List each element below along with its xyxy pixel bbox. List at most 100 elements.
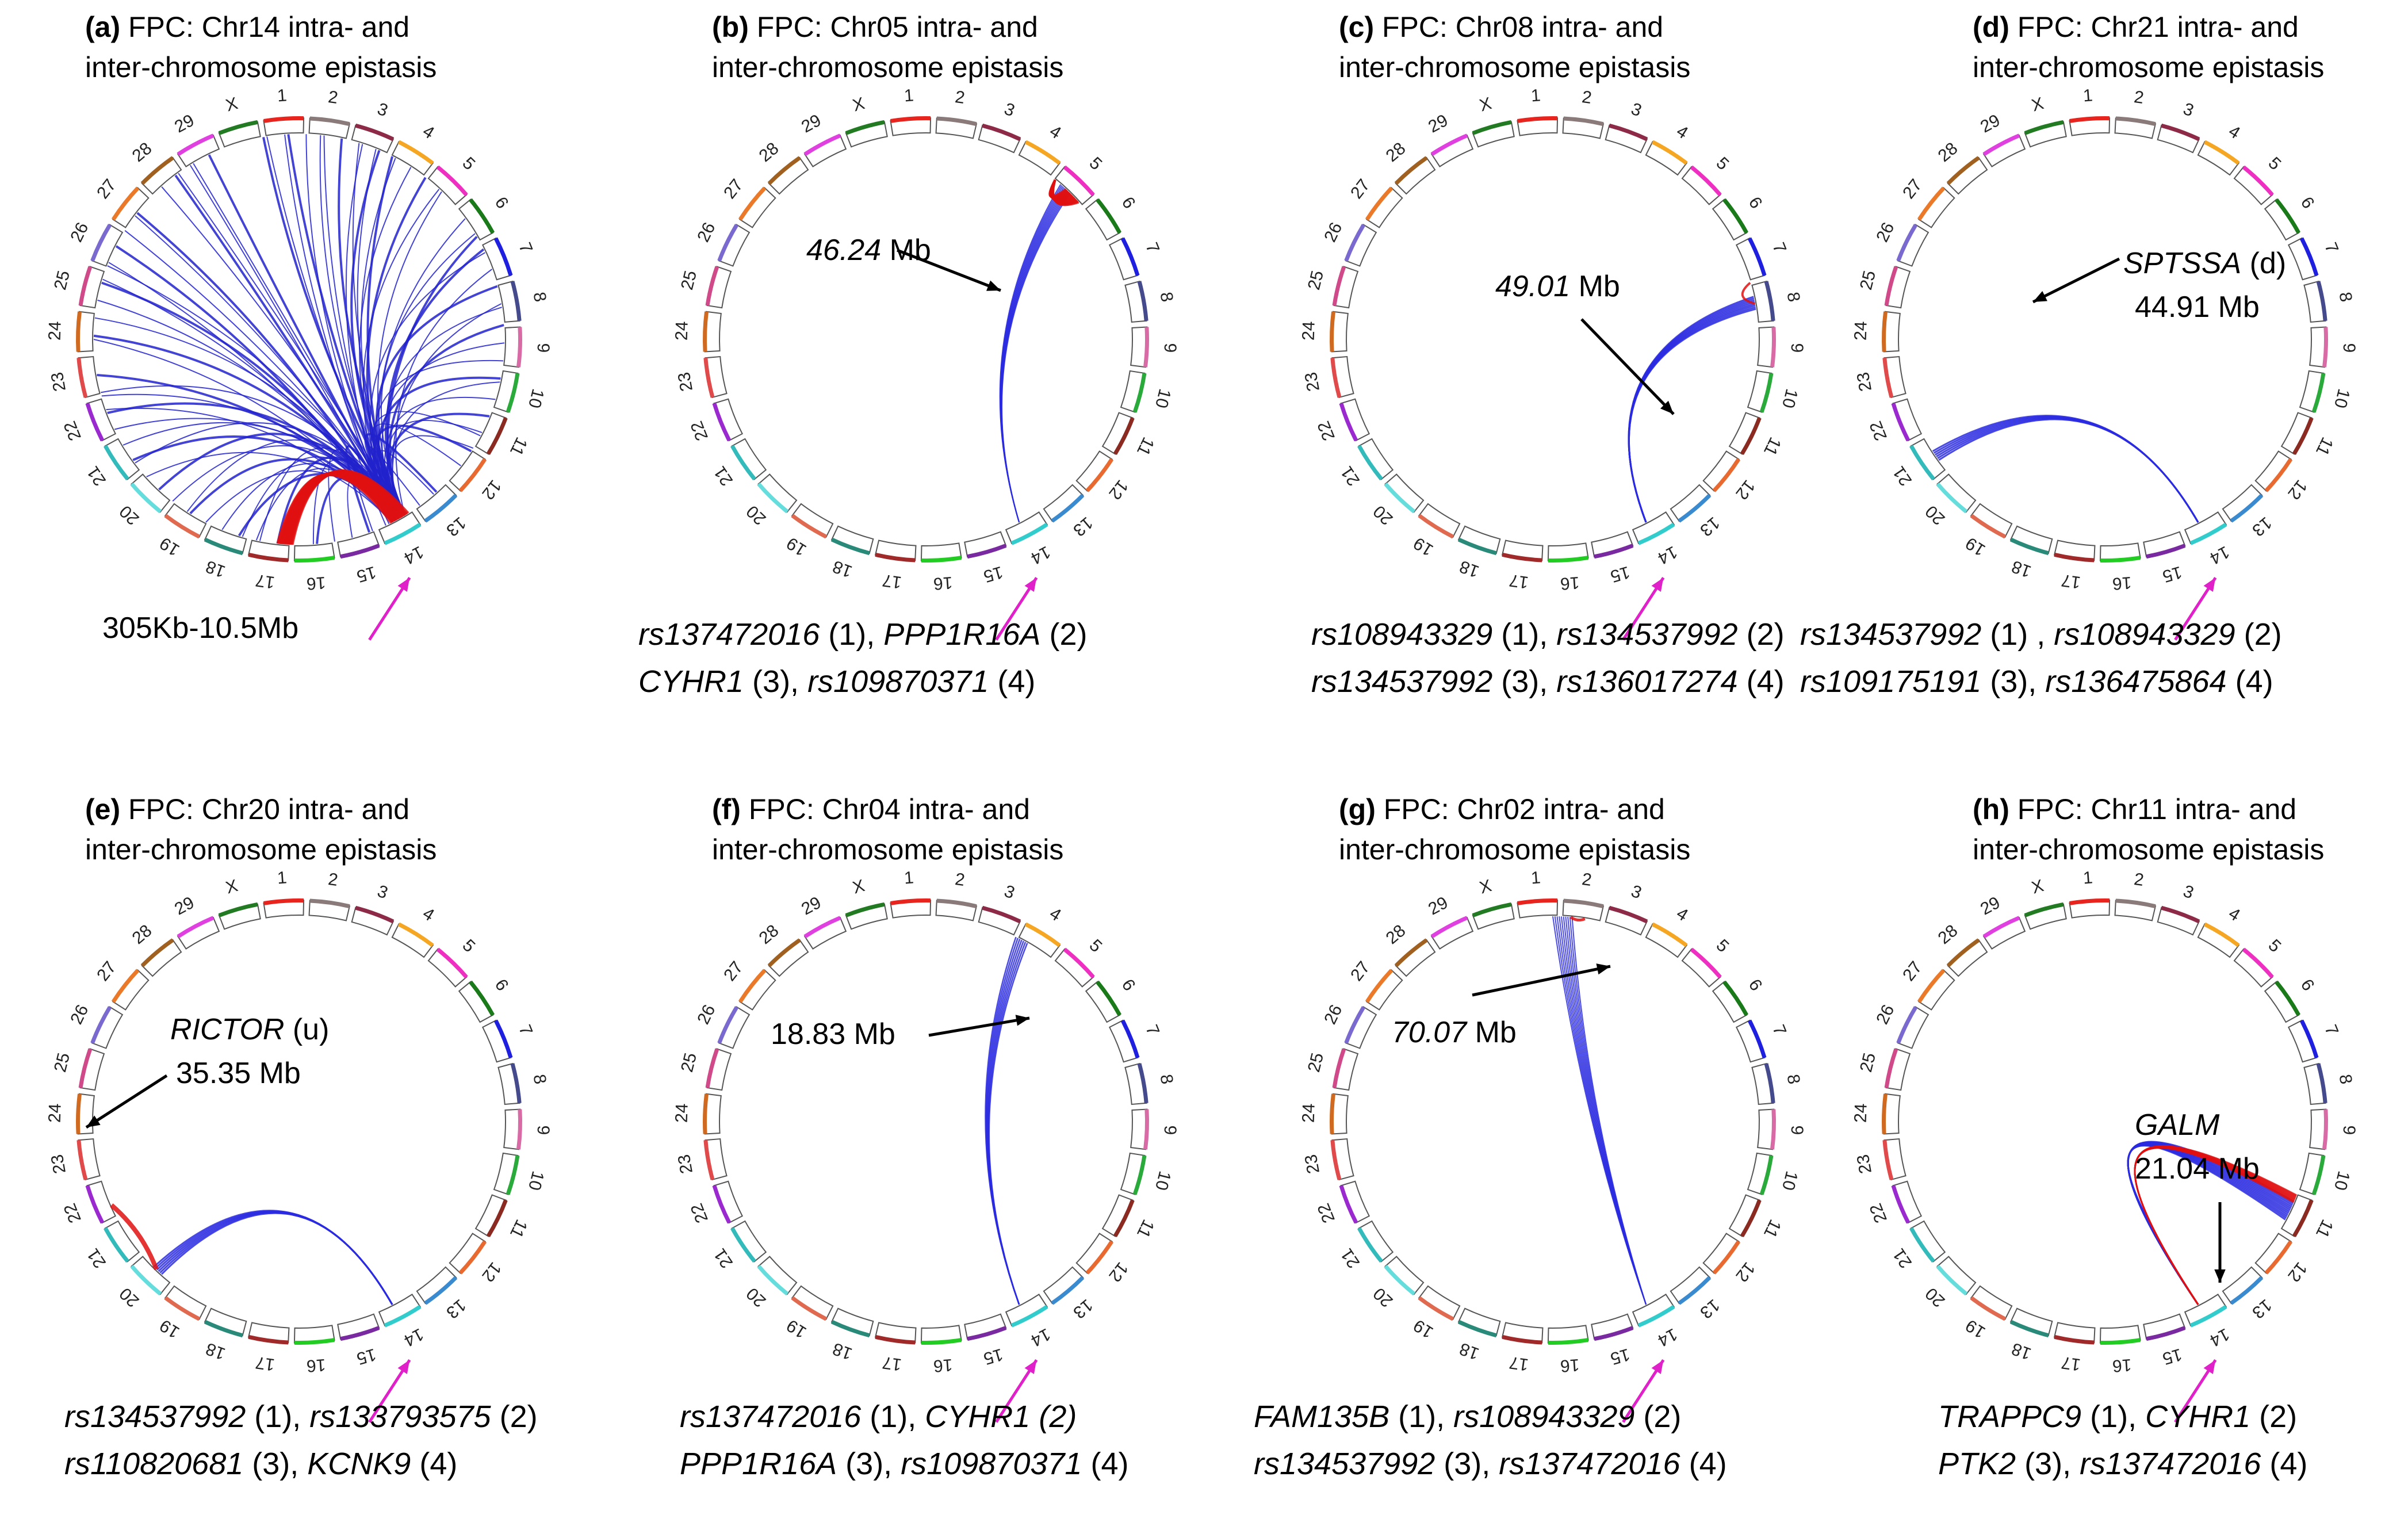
chromosome-band	[1010, 522, 1048, 545]
chromosome-band	[493, 1019, 513, 1058]
chromosome-band	[248, 1334, 289, 1345]
chromosome-band	[1384, 1264, 1416, 1296]
epistasis-link	[146, 452, 393, 523]
chromosome-label: 22	[1866, 418, 1891, 443]
chromosome-label: 13	[2249, 513, 2276, 540]
chromosome-band	[1394, 938, 1428, 967]
chromosome-band	[103, 445, 129, 481]
chromosome-label: 6	[491, 193, 512, 212]
chromosome-band	[890, 898, 931, 905]
chromosome-band	[1472, 902, 1512, 917]
chromosome-label: 21	[83, 1245, 110, 1271]
chromosome-label: X	[851, 94, 867, 115]
chromosome-label: 21	[83, 462, 110, 489]
pointer-arrow	[897, 248, 1001, 292]
chromosome-label: 8	[529, 290, 549, 303]
chromosome-band	[1357, 1227, 1383, 1263]
arrow-head	[1596, 963, 1610, 975]
epistasis-link	[136, 212, 393, 523]
chromosome-label: 1	[1530, 868, 1541, 888]
epistasis-link	[153, 1210, 393, 1305]
caption-run: PTK2	[1938, 1447, 2016, 1481]
chromosome-band	[103, 1227, 129, 1263]
chromosome-band	[875, 1334, 916, 1345]
chromosome-band	[730, 445, 756, 481]
chromosome-band	[717, 224, 739, 262]
gene-caption: rs134537992 (1) , rs108943329 (2) rs1091…	[1800, 611, 2282, 705]
chromosome-label: 22	[60, 1200, 85, 1225]
chromosome-band	[1548, 1338, 1589, 1345]
panel-title: (b) FPC: Chr05 intra- and inter-chromoso…	[712, 11, 1064, 83]
chromosome-band	[1882, 357, 1894, 398]
chromosome-label: 10	[1778, 387, 1801, 410]
chromosome-label: X	[1477, 876, 1494, 897]
chromosome-label: 19	[1410, 533, 1437, 560]
chromosome-label: 21	[1889, 462, 1916, 489]
caption-run: (1),	[246, 1399, 310, 1434]
chromosome-band	[1891, 403, 1911, 442]
chromosome-label: 20	[1370, 1284, 1397, 1311]
chromosome-band	[506, 373, 520, 413]
chromosome-band	[1946, 156, 1980, 185]
chromosome-band	[2299, 237, 2319, 276]
chromosome-band	[263, 898, 304, 905]
chromosome-label: 6	[2297, 193, 2318, 212]
arrow-head	[2033, 290, 2047, 302]
chromosome-band	[90, 224, 112, 262]
panel-title: (h) FPC: Chr11 intra- and inter-chromoso…	[1973, 793, 2325, 866]
chromosome-label: 23	[1301, 370, 1323, 393]
chromosome-label: 18	[2009, 557, 2034, 581]
chromosome-label: 3	[1002, 100, 1017, 121]
chromosome-label: 22	[1314, 418, 1339, 443]
chromosome-label: 1	[2082, 86, 2093, 105]
chromosome-band	[1517, 116, 1558, 123]
chromosome-label: 2	[954, 87, 966, 108]
chromosome-band	[1548, 556, 1589, 563]
chromosome-band	[85, 1185, 105, 1224]
chromosome-label: 20	[116, 502, 143, 529]
chromosome-band	[703, 357, 715, 398]
caption-run: rs134537992	[64, 1399, 246, 1434]
chromosome-band	[2069, 898, 2110, 905]
chromosome-label: 4	[419, 122, 438, 143]
chromosome-label: 3	[1629, 100, 1644, 121]
chromosome-band	[76, 1093, 82, 1134]
chromosome-band	[436, 165, 468, 197]
chromosome-label: 15	[1608, 563, 1632, 586]
chromosome-label: 7	[515, 240, 536, 256]
chromosome-band	[1909, 1227, 1935, 1263]
chromosome-band	[2264, 458, 2293, 492]
caption-run: (4)	[1680, 1447, 1727, 1481]
caption-run: (2)	[1040, 617, 1088, 652]
chromosome-band	[164, 514, 201, 539]
chromosome-label: 24	[45, 321, 65, 341]
chromosome-label: 15	[2160, 1345, 2184, 1368]
chromosome-band	[78, 1048, 93, 1088]
caption-run: rs109870371	[901, 1447, 1082, 1481]
epistasis-link	[1000, 185, 1062, 523]
epistasis-link	[392, 381, 500, 519]
chromosome-label: 29	[1977, 111, 2003, 137]
chromosome-band	[1384, 482, 1416, 514]
chromosome-label: 5	[458, 936, 478, 956]
gene-caption: rs137472016 (1), CYHR1 (2) PPP1R16A (3),…	[680, 1393, 1128, 1487]
chromosome-band	[397, 922, 434, 947]
caption-run: (3),	[1492, 664, 1557, 699]
chromosome-label: 14	[1028, 1324, 1054, 1350]
epistasis-link	[377, 191, 442, 519]
caption-run: rs108943329	[1311, 617, 1493, 652]
chromosome-label: 17	[2060, 571, 2082, 592]
epistasis-link	[1741, 282, 1756, 305]
circos-plot: 1 234567891011121314151617181920212223242…	[1851, 86, 2359, 641]
chromosome-label: 25	[1856, 1051, 1879, 1074]
chromosome-label: 27	[720, 175, 747, 202]
chromosome-label: 4	[419, 904, 438, 925]
chromosome-band	[1063, 947, 1095, 979]
epistasis-link	[987, 942, 1027, 1305]
epistasis-link	[988, 943, 1028, 1305]
chromosome-label: 6	[1745, 976, 1766, 994]
caption-run: CYHR1	[638, 664, 744, 699]
chromosome-band	[2054, 1334, 2095, 1345]
chromosome-band	[803, 133, 841, 156]
caption-run: (3),	[837, 1447, 901, 1481]
